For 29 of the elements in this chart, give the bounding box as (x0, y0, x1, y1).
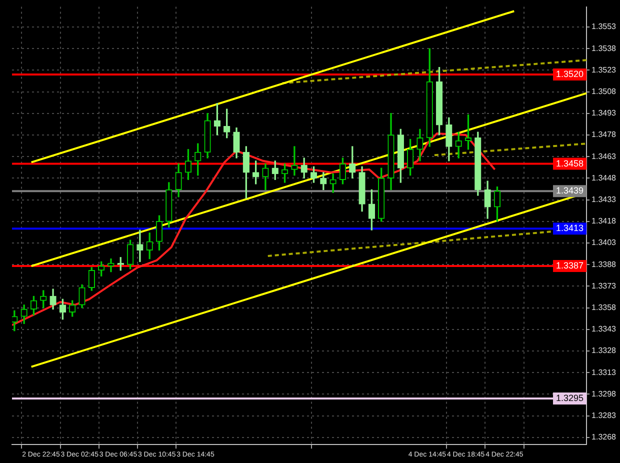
ref-line-label: 1.3295 (556, 393, 584, 403)
y-tick-label: 1.3538 (592, 44, 617, 53)
candlestick (330, 174, 336, 193)
y-tick-label: 1.3448 (592, 173, 617, 182)
y-tick-label: 1.3313 (592, 368, 617, 377)
y-tick-label: 1.3463 (592, 152, 617, 161)
y-tick-label: 1.3343 (592, 324, 617, 334)
y-tick-label: 1.3403 (592, 238, 617, 248)
ref-line-label: 1.3520 (556, 68, 584, 79)
y-tick-label: 1.3388 (592, 260, 617, 269)
y-tick-label: 1.3373 (592, 281, 617, 290)
ref-line-label: 1.3387 (556, 260, 584, 271)
y-tick-label: 1.3283 (592, 411, 617, 420)
ref-line-label: 1.3439 (556, 186, 584, 196)
candlestick (291, 146, 298, 176)
ref-line-label: 1.3458 (556, 158, 584, 168)
y-tick-label: 1.3478 (592, 130, 617, 140)
y-tick-label: 1.3523 (592, 65, 617, 74)
y-tick-label: 1.3358 (592, 302, 617, 312)
y-tick-label: 1.3268 (592, 432, 617, 442)
ref-line-label: 1.3413 (556, 223, 584, 234)
y-tick-label: 1.3433 (592, 194, 617, 204)
candlestick (136, 230, 144, 262)
y-tick-label: 1.3553 (592, 22, 617, 32)
y-tick-label: 1.3508 (592, 86, 617, 96)
y-tick-label: 1.3328 (592, 346, 617, 356)
y-tick-label: 1.3493 (592, 108, 617, 118)
y-tick-label: 1.3298 (592, 389, 617, 398)
y-tick-label: 1.3418 (592, 216, 617, 226)
